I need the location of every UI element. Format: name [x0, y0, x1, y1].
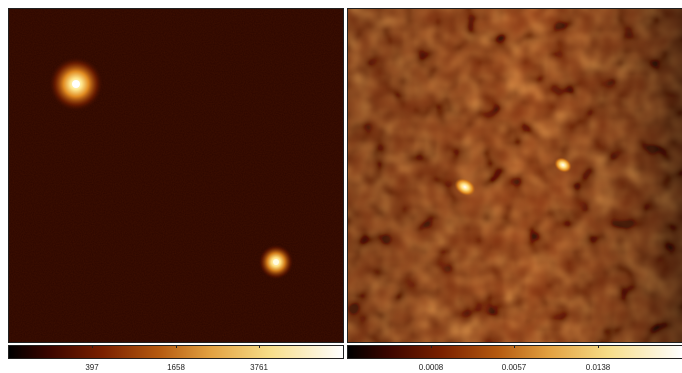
right-colorbar-tick-label: 0.0057 — [501, 363, 527, 372]
left-colorbar-tick-label: 3761 — [250, 363, 268, 372]
right-colorbar-tick-mark — [514, 345, 515, 348]
radio-source-left — [454, 178, 476, 196]
right-colorbar-tick-label: 0.0008 — [418, 363, 444, 372]
left-colorbar-tick-mark — [259, 345, 260, 348]
left-colorbar-gradient — [9, 346, 343, 358]
right-image — [348, 9, 682, 342]
radio-source-right — [554, 157, 572, 173]
star-core-faint — [273, 259, 279, 265]
left-image — [9, 9, 343, 342]
right-image-edge-shade — [348, 9, 682, 342]
right-colorbar-tick-label: 0.0138 — [585, 363, 611, 372]
right-colorbar-tick-mark — [598, 345, 599, 348]
right-image-panel[interactable] — [347, 8, 682, 343]
left-colorbar-tick-label: 397 — [85, 363, 99, 372]
left-colorbar-tick-mark — [92, 345, 93, 348]
left-colorbar-tick-label: 1658 — [167, 363, 185, 372]
left-image-noise — [9, 9, 343, 342]
left-image-panel[interactable] — [8, 8, 344, 343]
right-colorbar-gradient — [348, 346, 682, 358]
star-core-bright — [72, 80, 80, 88]
right-colorbar-tick-mark — [431, 345, 432, 348]
left-colorbar-tick-mark — [176, 345, 177, 348]
